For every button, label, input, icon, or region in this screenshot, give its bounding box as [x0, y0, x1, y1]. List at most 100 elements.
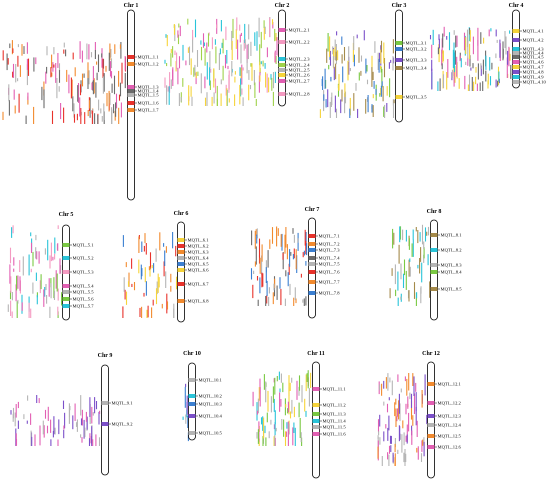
mqtl-marker [395, 66, 403, 70]
mqtl-label: MQTL_4.8 [523, 70, 545, 75]
mqtl-label: MQTL_7.2 [319, 242, 341, 247]
chromosome-title: Chr 7 [305, 207, 320, 213]
mqtl-label: MQTL_5.6 [73, 297, 95, 302]
chromosome-1: Chr 1MQTL_1.1MQTL_1.2MQTL_1.3MQTL_1.4MQT… [2, 3, 160, 201]
mqtl-label: MQTL_7.5 [319, 262, 341, 267]
mqtl-label: MQTL_4.2 [523, 38, 545, 43]
mqtl-label: MQTL_6.3 [188, 250, 210, 255]
mqtl-label: MQTL_2.3 [289, 57, 311, 62]
chromosome-5: Chr 5MQTL_5.1MQTL_5.2MQTL_5.3MQTL_5.4MQT… [7, 212, 95, 321]
mqtl-label: MQTL_8.5 [441, 287, 463, 292]
mqtl-label: MQTL_7.8 [319, 291, 341, 296]
mqtl-label: MQTL_7.7 [319, 280, 341, 285]
chromosome-body [427, 361, 435, 479]
mqtl-label: MQTL_2.5 [289, 68, 311, 73]
mqtl-marker [177, 282, 185, 286]
mqtl-marker [62, 256, 70, 260]
mqtl-marker [188, 394, 196, 398]
mqtl-label: MQTL_2.2 [289, 40, 311, 45]
mqtl-label: MQTL_5.1 [73, 243, 95, 248]
mqtl-label: MQTL_3.4 [406, 66, 428, 71]
mqtl-label: MQTL_1.1 [138, 55, 160, 60]
mqtl-marker [278, 92, 286, 96]
mqtl-marker [395, 95, 403, 99]
qtl-intervals [429, 26, 512, 91]
mqtl-marker [512, 55, 520, 59]
mqtl-label: MQTL_2.6 [289, 73, 311, 78]
mqtl-label: MQTL_10.1 [199, 378, 223, 383]
mqtl-marker [308, 280, 316, 284]
mqtl-marker [127, 101, 135, 105]
mqtl-marker [512, 70, 520, 74]
mqtl-label: MQTL_5.3 [73, 270, 95, 275]
qtl-intervals [2, 40, 127, 124]
mqtl-marker [427, 445, 435, 449]
mqtl-marker [278, 40, 286, 44]
mqtl-marker [312, 419, 320, 423]
mqtl-marker [188, 431, 196, 435]
mqtl-marker [188, 378, 196, 382]
mqtl-label: MQTL_4.9 [523, 75, 545, 80]
mqtl-marker [430, 287, 438, 291]
mqtl-marker [512, 29, 520, 33]
mqtl-marker [512, 38, 520, 42]
mqtl-marker [177, 250, 185, 254]
mqtl-label: MQTL_7.1 [319, 234, 341, 239]
mqtl-label: MQTL_1.5 [138, 93, 160, 98]
qtl-intervals [10, 395, 101, 446]
chromosome-body [308, 217, 316, 319]
mqtl-marker [177, 262, 185, 266]
chromosome-title: Chr 12 [422, 351, 440, 357]
qtl-intervals [250, 226, 308, 306]
mqtl-marker [512, 75, 520, 79]
mqtl-marker [427, 423, 435, 427]
mqtl-marker [127, 62, 135, 66]
mqtl-label: MQTL_6.1 [188, 238, 210, 243]
mqtl-label: MQTL_5.4 [73, 284, 95, 289]
mqtl-marker [430, 270, 438, 274]
mqtl-label: MQTL_3.5 [406, 95, 428, 100]
qtl-intervals [182, 383, 190, 442]
chromosome-body [101, 364, 109, 476]
mqtl-label: MQTL_2.4 [289, 63, 311, 68]
mqtl-label: MQTL_6.8 [188, 299, 210, 304]
mqtl-label: MQTL_11.3 [323, 412, 347, 417]
mqtl-label: MQTL_1.4 [138, 89, 160, 94]
mqtl-label: MQTL_12.6 [438, 445, 462, 450]
chromosome-4: Chr 4MQTL_4.1MQTL_4.2MQTL_4.3MQTL_4.4MQT… [429, 3, 547, 91]
mqtl-label: MQTL_7.4 [319, 256, 341, 261]
mqtl-marker [308, 242, 316, 246]
mqtl-marker [308, 256, 316, 260]
chromosome-12: Chr 12 MQTL_12.1 MQTL_12.2 MQTL_12.3 MQTL_12… [377, 351, 462, 479]
mqtl-label: MQTL_5.7 [73, 304, 95, 309]
chromosome-9: Chr 9 MQTL_9.1 MQTL_9.2 [10, 353, 134, 476]
chromosome-body [188, 362, 196, 441]
mqtl-label: MQTL_2.1 [289, 28, 311, 33]
mqtl-marker [427, 434, 435, 438]
chromosome-11: Chr 11 MQTL_11.1 MQTL_11.2 MQTL_11.3 MQTL_11… [252, 351, 347, 479]
mqtl-label: MQTL_12.2 [438, 401, 462, 406]
mqtl-marker [62, 284, 70, 288]
mqtl-marker [177, 268, 185, 272]
mqtl-marker [177, 256, 185, 260]
mqtl-label: MQTL_6.4 [188, 256, 210, 261]
qtl-intervals [389, 224, 431, 306]
mqtl-marker [278, 68, 286, 72]
mqtl-label: MQTL_9.2 [112, 422, 134, 427]
chromosome-title: Chr 4 [509, 3, 524, 9]
mqtl-marker [308, 291, 316, 295]
mqtl-label: MQTL_8.3 [441, 263, 463, 268]
mqtl-marker [427, 414, 435, 418]
mqtl-marker [62, 297, 70, 301]
mqtl-marker [395, 58, 403, 62]
mqtl-marker [62, 290, 70, 294]
mqtl-label: MQTL_10.4 [199, 414, 223, 419]
mqtl-label: MQTL_1.3 [138, 85, 160, 90]
chromosome-title: Chr 8 [427, 209, 442, 215]
mqtl-label: MQTL_11.6 [323, 432, 347, 437]
chromosome-title: Chr 2 [275, 3, 290, 9]
qtl-intervals [164, 17, 278, 106]
mqtl-marker [177, 238, 185, 242]
mqtl-marker [512, 80, 520, 84]
